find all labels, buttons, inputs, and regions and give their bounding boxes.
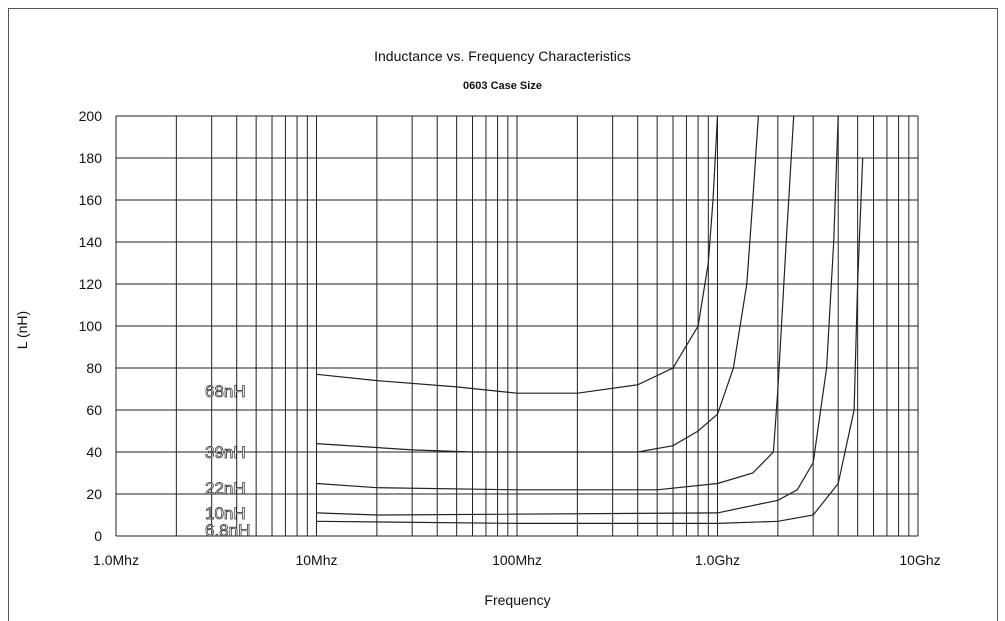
y-tick-label: 160	[79, 192, 103, 208]
series-label: 6.8nH	[205, 521, 250, 540]
y-tick-label: 0	[94, 528, 102, 544]
y-tick-label: 40	[86, 444, 102, 460]
y-tick-label: 140	[79, 234, 103, 250]
series-line	[316, 115, 795, 491]
series-label: 68nH	[205, 382, 246, 401]
y-tick-label: 100	[79, 318, 103, 334]
x-tick-label: 10Mhz	[295, 552, 337, 568]
x-tick-label: 10Ghz	[899, 552, 940, 568]
y-tick-label: 180	[79, 150, 103, 166]
chart-subtitle: 0603 Case Size	[463, 80, 542, 92]
x-tick-label: 100Mhz	[492, 552, 542, 568]
chart-frame	[8, 8, 998, 621]
series-line	[316, 115, 719, 394]
series-line	[316, 157, 864, 524]
y-tick-label: 80	[86, 360, 102, 376]
series-label: 22nH	[205, 479, 246, 498]
series-label: 39nH	[205, 443, 246, 462]
y-tick-label: 120	[79, 276, 103, 292]
series-label: 10nH	[205, 504, 246, 523]
x-axis-label: Frequency	[484, 592, 551, 608]
x-tick-label: 1.0Mhz	[93, 552, 139, 568]
y-tick-label: 20	[86, 486, 102, 502]
chart-title: Inductance vs. Frequency Characteristics	[374, 48, 631, 64]
x-tick-label: 1.0Ghz	[695, 552, 740, 568]
y-tick-label: 60	[86, 402, 102, 418]
series-line	[316, 115, 839, 516]
series-line	[316, 115, 759, 453]
y-tick-label: 200	[79, 108, 103, 124]
